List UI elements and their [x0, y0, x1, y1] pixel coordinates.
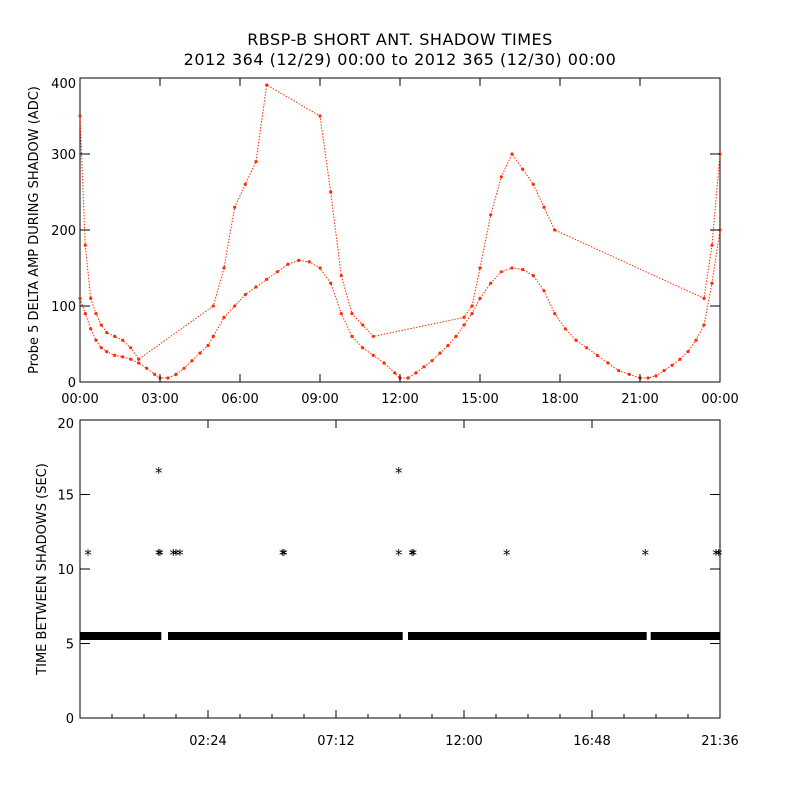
bottom-x-tick-label: 12:00: [445, 734, 482, 749]
bottom-y-tick-label: 10: [57, 563, 74, 578]
bottom-y-tick-label: 5: [66, 638, 74, 653]
top-data-point: [339, 274, 343, 278]
chart-title: RBSP-B SHORT ANT. SHADOW TIMES: [247, 30, 553, 49]
top-x-tick-label: 09:00: [301, 392, 338, 407]
top-x-tick-label: 00:00: [61, 392, 98, 407]
bottom-data-point: *: [176, 546, 184, 564]
bottom-data-point: *: [280, 546, 288, 564]
top-data-point: [222, 266, 226, 270]
bottom-outlier-series: **** *** **** ** * * **: [84, 464, 723, 564]
bottom-data-point: *: [642, 546, 650, 564]
top-data-point: [329, 190, 333, 194]
top-data-point: [702, 323, 706, 327]
top-data-point: [627, 372, 631, 376]
bottom-baseline-run: [650, 632, 720, 640]
bottom-data-point: *: [503, 546, 511, 564]
top-y-tick-label: 0: [68, 376, 76, 391]
top-x-tick-label: 21:00: [621, 392, 658, 407]
top-series-1: [78, 228, 722, 380]
bottom-y-tick-label: 20: [57, 417, 74, 432]
top-data-point: [470, 304, 474, 308]
bottom-x-tick-label: 07:12: [317, 734, 354, 749]
bottom-data-point: *: [712, 546, 720, 564]
bottom-data-point: *: [155, 464, 163, 482]
bottom-axis-ticks: 02:24 07:12 12:00 16:48 21:36 0 5 10 15 20: [57, 417, 738, 749]
bottom-data-point: *: [395, 464, 403, 482]
bottom-y-axis-label: TIME BETWEEN SHADOWS (SEC): [35, 463, 50, 676]
top-series-group: [78, 83, 722, 380]
bottom-data-point: *: [155, 546, 163, 564]
top-y-tick-label: 100: [51, 300, 76, 315]
top-y-axis-label: Probe 5 DELTA AMP DURING SHADOW (ADC): [27, 86, 42, 374]
top-y-tick-label: 200: [51, 224, 76, 239]
bottom-baseline-run: [80, 632, 162, 640]
top-data-point: [254, 160, 258, 164]
bottom-y-tick-label: 15: [57, 489, 74, 504]
bottom-data-point: *: [395, 546, 403, 564]
top-x-tick-label: 12:00: [381, 392, 418, 407]
bottom-x-tick-label: 16:48: [573, 734, 610, 749]
top-x-tick-label: 18:00: [541, 392, 578, 407]
bottom-x-tick-label: 02:24: [189, 734, 226, 749]
top-y-tick-label: 400: [51, 77, 76, 92]
top-x-tick-label: 15:00: [461, 392, 498, 407]
bottom-data-point: *: [172, 546, 180, 564]
top-series-trace: [79, 229, 721, 379]
bottom-baseline-run: [168, 632, 403, 640]
chart-subtitle: 2012 364 (12/29) 00:00 to 2012 365 (12/3…: [183, 50, 617, 69]
bottom-data-point: *: [279, 546, 287, 564]
top-axis-ticks: 00:00 03:00 06:00 09:00 12:00 15:00 18:00 21:00…: [51, 77, 739, 407]
top-panel: 00:00 03:00 06:00 09:00 12:00 15:00 18:00 21:00…: [27, 77, 739, 407]
top-data-point: [121, 355, 125, 359]
bottom-data-point: *: [156, 546, 164, 564]
top-y-tick-label: 300: [51, 148, 76, 163]
top-x-tick-label: 06:00: [221, 392, 258, 407]
bottom-y-tick-label: 0: [66, 712, 74, 727]
bottom-series-group: **** *** **** ** * * **: [80, 464, 723, 640]
bottom-panel: **** *** **** ** * * ** 02:24 07:12 12:00 16:48 21…: [35, 417, 739, 749]
bottom-data-point: *: [408, 546, 416, 564]
top-x-tick-label: 03:00: [141, 392, 178, 407]
top-series-trace: [79, 84, 721, 360]
top-x-tick-label: 00:00: [701, 392, 738, 407]
top-series-2: [78, 83, 722, 361]
bottom-data-point: *: [410, 546, 418, 564]
bottom-baseline-series: [80, 632, 720, 640]
bottom-data-point: *: [84, 546, 92, 564]
top-data-point: [406, 376, 410, 380]
bottom-baseline-run: [408, 632, 647, 640]
bottom-x-tick-label: 21:36: [701, 734, 738, 749]
bottom-data-point: *: [715, 546, 723, 564]
top-data-point: [478, 266, 482, 270]
top-plot-frame: [79, 77, 721, 383]
bottom-data-point: *: [170, 546, 178, 564]
